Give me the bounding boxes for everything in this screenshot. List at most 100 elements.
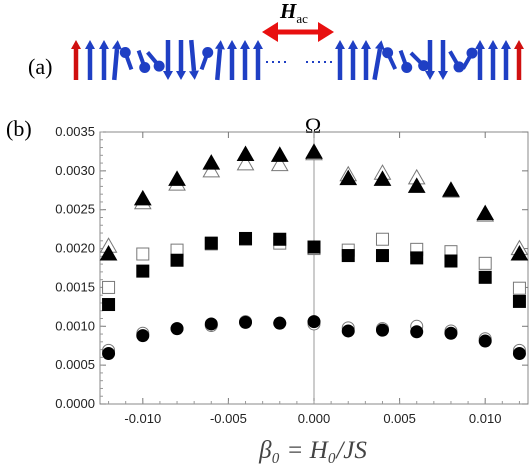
spin-arrow bbox=[438, 40, 448, 80]
filled-triangle-point bbox=[442, 181, 460, 197]
spin-arrow bbox=[71, 40, 81, 80]
filled-square-point bbox=[273, 232, 287, 246]
spin-arrow bbox=[361, 40, 371, 80]
filled-square-point bbox=[136, 264, 150, 278]
filled-square-point bbox=[375, 249, 389, 263]
filled-triangle-point bbox=[510, 245, 529, 261]
open-square-point bbox=[478, 256, 492, 270]
filled-circle-point bbox=[341, 324, 355, 338]
tilted-spin bbox=[136, 49, 151, 74]
x-tick-label: 0.010 bbox=[469, 411, 502, 426]
filled-circle-point bbox=[375, 323, 389, 337]
filled-square-point bbox=[239, 231, 253, 245]
spin-arrow bbox=[188, 39, 199, 80]
panel-b-label: (b) bbox=[6, 116, 32, 141]
filled-triangle-point bbox=[407, 177, 426, 193]
x-axis-label: β₀ = H₀/JS bbox=[258, 437, 367, 464]
filled-triangle-point bbox=[168, 170, 186, 186]
filled-circle-point bbox=[136, 329, 150, 343]
spin-chain bbox=[71, 39, 524, 81]
tilted-spin bbox=[199, 46, 214, 71]
x-tick-label: 0.005 bbox=[383, 411, 416, 426]
open-triangle-point bbox=[270, 155, 289, 172]
open-triangle-point bbox=[202, 161, 221, 178]
open-square-point bbox=[512, 281, 526, 295]
spin-arrow bbox=[475, 40, 485, 80]
spin-arrow bbox=[348, 40, 358, 80]
filled-triangle-point bbox=[373, 170, 392, 186]
spin-arrow bbox=[240, 40, 250, 80]
spin-arrow bbox=[111, 40, 122, 81]
spin-arrow bbox=[514, 40, 524, 80]
filled-triangle-point bbox=[236, 145, 255, 162]
filled-square-point bbox=[444, 254, 458, 268]
panel-a-label: (a) bbox=[28, 54, 52, 79]
spin-arrow bbox=[214, 40, 225, 81]
filled-circle-point bbox=[307, 315, 321, 329]
filled-circle-point bbox=[204, 317, 218, 331]
filled-circle-point bbox=[102, 346, 116, 360]
y-tick-label: 0.0010 bbox=[55, 318, 95, 333]
tilted-spin bbox=[409, 51, 430, 72]
filled-circle-point bbox=[512, 346, 526, 360]
data-marks bbox=[99, 143, 529, 360]
spin-chain-panel: (a) Hac bbox=[28, 0, 524, 81]
x-axis: -0.010 -0.005 0.000 0.005 0.010 bbox=[108, 132, 520, 426]
filled-circle-point bbox=[478, 334, 492, 348]
spin-arrow bbox=[163, 40, 173, 80]
field-arrow bbox=[262, 22, 334, 42]
y-tick-label: 0.0005 bbox=[55, 357, 95, 372]
y-tick-label: 0.0015 bbox=[55, 279, 95, 294]
filled-circle-point bbox=[170, 322, 184, 336]
spin-arrow bbox=[253, 40, 263, 80]
filled-triangle-point bbox=[133, 189, 152, 206]
tilted-spin bbox=[146, 51, 165, 72]
y-tick-label: 0.0000 bbox=[55, 396, 95, 411]
open-triangle-point bbox=[236, 154, 255, 171]
filled-triangle-point bbox=[305, 143, 323, 159]
filled-square-point bbox=[307, 240, 321, 254]
filled-triangle-point bbox=[270, 146, 289, 162]
filled-square-point bbox=[512, 294, 526, 308]
filled-circle-point bbox=[444, 326, 458, 340]
x-tick-label: -0.005 bbox=[210, 411, 247, 426]
filled-square-point bbox=[478, 270, 492, 284]
x-tick-label: 0.000 bbox=[298, 411, 331, 426]
spin-arrow bbox=[85, 40, 95, 80]
filled-circle-point bbox=[273, 316, 287, 330]
filled-square-point bbox=[341, 249, 355, 263]
spin-arrow bbox=[335, 40, 345, 80]
filled-triangle-point bbox=[202, 154, 221, 170]
filled-triangle-point bbox=[476, 204, 495, 221]
tilted-spin bbox=[448, 50, 465, 73]
filled-square-point bbox=[204, 236, 218, 250]
spin-arrow bbox=[227, 40, 237, 80]
spin-arrow bbox=[99, 40, 109, 80]
tilted-spin bbox=[461, 47, 478, 70]
filled-triangle-point bbox=[339, 169, 358, 186]
filled-square-point bbox=[410, 251, 424, 265]
spin-arrow bbox=[176, 40, 186, 80]
open-square-point bbox=[375, 232, 389, 246]
y-tick-label: 0.0025 bbox=[55, 202, 95, 217]
spin-arrow bbox=[488, 40, 498, 80]
y-tick-label: 0.0035 bbox=[55, 124, 95, 139]
tilted-spin bbox=[398, 49, 413, 74]
spin-arrow bbox=[501, 40, 511, 80]
open-square-point bbox=[136, 247, 150, 261]
spin-arrow bbox=[425, 40, 435, 80]
field-label: Hac bbox=[279, 0, 308, 26]
tilted-spin bbox=[119, 46, 134, 71]
y-tick-label: 0.0020 bbox=[55, 241, 95, 256]
y-tick-label: 0.0030 bbox=[55, 163, 95, 178]
spin-arrow bbox=[372, 40, 385, 81]
filled-square-point bbox=[102, 298, 116, 312]
chart-title: Ω bbox=[305, 113, 321, 138]
filled-square-point bbox=[170, 253, 184, 267]
x-tick-label: -0.010 bbox=[124, 411, 161, 426]
y-axis: 0.0000 0.0005 0.0010 0.0015 0.0020 0.0025 0.00… bbox=[55, 124, 528, 411]
tilted-spin bbox=[382, 47, 398, 70]
open-square-point bbox=[102, 280, 116, 294]
filled-circle-point bbox=[239, 315, 253, 329]
